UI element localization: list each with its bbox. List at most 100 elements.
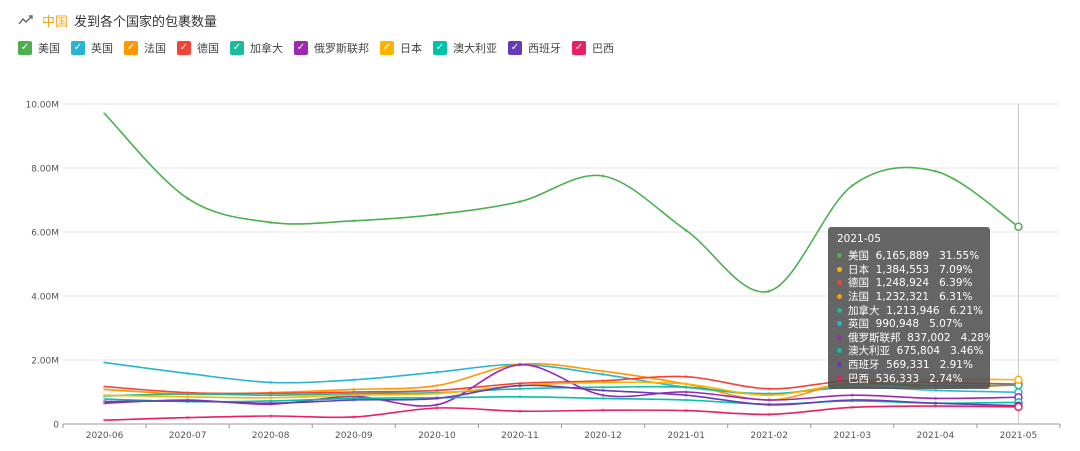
tooltip-row: 日本 1,384,553 7.09%: [837, 263, 982, 277]
y-tick-label: 8.00M: [31, 165, 59, 175]
checkbox-icon[interactable]: ✓: [508, 41, 522, 55]
chart-title: 发到各个国家的包裹数量: [74, 14, 218, 30]
legend-item[interactable]: ✓ 俄罗斯联邦: [294, 40, 369, 56]
data-point: [268, 401, 273, 406]
data-point: [518, 409, 522, 414]
data-point: [435, 391, 439, 396]
legend-item[interactable]: ✓ 西班牙: [508, 40, 561, 56]
legend-item[interactable]: ✓ 日本: [380, 40, 422, 56]
tooltip-row-text: 巴西 536,333 2.74%: [848, 372, 963, 385]
data-point: [518, 362, 522, 367]
legend-item[interactable]: ✓ 法国: [124, 40, 166, 56]
legend-item[interactable]: ✓ 澳大利亚: [433, 40, 497, 56]
data-point: [102, 387, 107, 392]
data-point: [933, 169, 938, 174]
x-tick-label: 2021-05: [1000, 431, 1038, 441]
legend-label: 巴西: [592, 42, 614, 55]
data-point: [850, 398, 855, 402]
legend-item[interactable]: ✓ 美国: [18, 40, 60, 56]
data-point: [102, 418, 107, 423]
data-point: [518, 383, 522, 388]
data-point: [1014, 375, 1023, 384]
data-point: [268, 414, 273, 418]
tooltip: 2021-05 美国 6,165,889 31.55% 日本 1,384,553 …: [828, 227, 994, 389]
legend-label: 美国: [38, 42, 60, 55]
checkbox-icon[interactable]: ✓: [294, 41, 308, 55]
data-point: [185, 371, 190, 376]
x-tick-label: 2020-10: [418, 431, 456, 441]
legend-label: 德国: [197, 42, 219, 55]
tooltip-row: 美国 6,165,889 31.55%: [837, 249, 982, 263]
data-point: [1014, 402, 1023, 412]
legend-label: 日本: [400, 42, 422, 55]
tooltip-row: 巴西 536,333 2.74%: [837, 371, 982, 385]
data-point: [268, 395, 273, 400]
data-point: [102, 384, 107, 389]
checkbox-icon[interactable]: ✓: [230, 41, 244, 55]
data-point: [601, 380, 605, 385]
legend-item[interactable]: ✓ 加拿大: [230, 40, 283, 56]
data-point: [435, 402, 439, 407]
legend-label: 法国: [144, 42, 166, 55]
checkbox-icon[interactable]: ✓: [18, 41, 32, 55]
data-point: [351, 393, 356, 398]
data-point: [684, 408, 688, 413]
tooltip-row-text: 澳大利亚 675,804 3.46%: [848, 345, 984, 358]
data-point: [185, 394, 190, 399]
data-point: [601, 393, 605, 398]
data-point: [684, 228, 688, 233]
series-line-美国: [103, 113, 1019, 293]
data-point: [933, 404, 938, 408]
checkbox-icon[interactable]: ✓: [177, 41, 191, 55]
data-point: [684, 398, 688, 402]
data-point: [351, 218, 356, 223]
tooltip-row: 德国 1,248,924 6.39%: [837, 276, 982, 290]
data-point: [767, 398, 772, 402]
series-dot-icon: [837, 280, 842, 286]
data-point: [601, 388, 605, 393]
checkbox-icon[interactable]: ✓: [433, 41, 447, 55]
data-point: [351, 415, 356, 419]
data-point: [102, 111, 107, 116]
checkbox-icon[interactable]: ✓: [71, 41, 85, 55]
series-dot-icon: [837, 307, 842, 313]
series-line-西班牙: [104, 384, 1019, 407]
tooltip-row: 西班牙 569,331 2.91%: [837, 358, 982, 372]
data-point: [268, 220, 273, 225]
series-dot-icon: [837, 334, 842, 340]
legend-item[interactable]: ✓ 巴西: [572, 40, 614, 56]
x-tick-label: 2021-03: [833, 431, 871, 441]
series-line-俄罗斯联邦: [104, 363, 1019, 407]
data-point: [601, 372, 605, 377]
series-dot-icon: [837, 266, 842, 272]
legend-label: 澳大利亚: [453, 42, 497, 55]
data-point: [601, 396, 605, 401]
x-tick-label: 2021-04: [917, 431, 955, 441]
data-point: [518, 199, 522, 204]
tooltip-row: 俄罗斯联邦 837,002 4.28%: [837, 331, 994, 345]
y-tick-label: 2.00M: [31, 357, 59, 367]
legend-item[interactable]: ✓ 英国: [71, 40, 113, 56]
checkbox-icon[interactable]: ✓: [572, 41, 586, 55]
trend-line-icon: [18, 15, 33, 25]
data-point: [933, 401, 938, 406]
series-dot-icon: [837, 253, 842, 259]
legend-item[interactable]: ✓ 德国: [177, 40, 219, 56]
series-line-巴西: [104, 405, 1019, 421]
data-point: [185, 399, 190, 403]
checkbox-icon[interactable]: ✓: [124, 41, 138, 55]
data-point: [767, 386, 772, 391]
data-point: [435, 383, 439, 388]
data-point: [1014, 222, 1023, 231]
data-point: [435, 396, 439, 401]
checkbox-icon[interactable]: ✓: [380, 41, 394, 55]
y-tick-label: 0: [53, 421, 59, 431]
x-tick-label: 2020-07: [169, 431, 207, 441]
data-point: [102, 393, 107, 398]
data-point: [767, 412, 772, 417]
data-point: [684, 390, 688, 394]
data-point: [684, 374, 688, 379]
data-point: [601, 408, 605, 413]
series-dot-icon: [837, 375, 842, 381]
data-point: [850, 393, 855, 398]
